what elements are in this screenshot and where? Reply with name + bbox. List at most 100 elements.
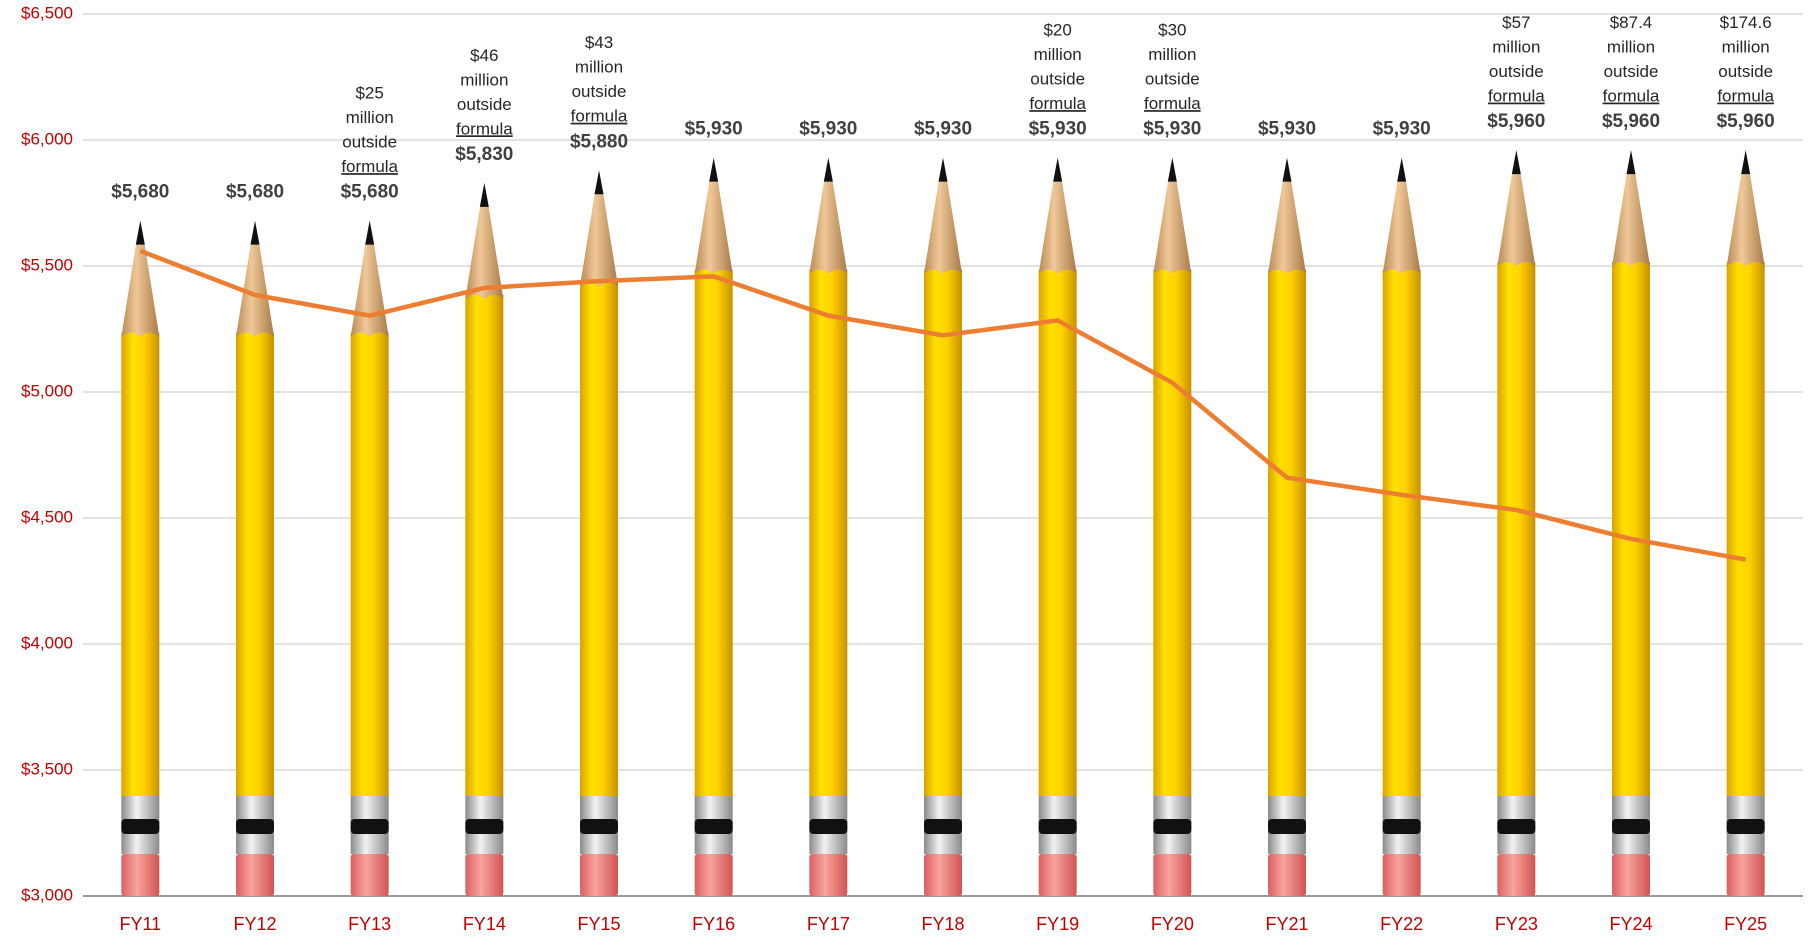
annotation-line: outside — [457, 95, 512, 114]
x-tick-label: FY11 — [119, 914, 161, 934]
x-tick-label: FY14 — [463, 914, 506, 934]
pencil-wood — [236, 242, 274, 337]
pencil-bar — [1268, 157, 1306, 896]
annotation-line: formula — [1717, 87, 1774, 106]
pencil-body — [1382, 269, 1421, 796]
pencil-graphite — [1397, 157, 1407, 182]
x-tick-label: FY15 — [577, 914, 620, 934]
annotation-line: $87.4 — [1610, 13, 1653, 32]
pencil-body — [1268, 269, 1306, 796]
value-label: $5,930 — [799, 119, 857, 140]
y-tick-label: $5,500 — [21, 255, 73, 274]
value-label: $5,680 — [341, 182, 399, 203]
annotation-line: $30 — [1158, 21, 1186, 40]
annotation-line: outside — [1030, 70, 1085, 89]
pencil-band — [1497, 819, 1536, 834]
pencil-bar — [1153, 157, 1192, 896]
annotation-line: million — [1148, 45, 1196, 64]
pencil-bar — [924, 157, 962, 896]
pencil-body — [809, 269, 848, 796]
pencil-band — [1726, 819, 1765, 834]
pencil-eraser — [465, 854, 504, 896]
annotation-line: $174.6 — [1720, 13, 1772, 32]
annotation-line: million — [1492, 38, 1540, 57]
pencil-graphite — [594, 170, 604, 195]
annotation-line: formula — [1488, 87, 1545, 106]
pencil-band — [1612, 819, 1650, 834]
pencil-wood — [694, 179, 733, 274]
pencil-wood — [1268, 179, 1306, 274]
value-label: $5,930 — [1373, 119, 1431, 140]
pencil-wood — [1726, 172, 1765, 267]
y-tick-label: $3,500 — [21, 759, 73, 778]
pencil-wood — [1038, 179, 1077, 274]
x-tick-label: FY17 — [807, 914, 850, 934]
x-tick-label: FY12 — [233, 914, 276, 934]
pencil-graphite — [1741, 150, 1751, 175]
pencil-band — [809, 819, 848, 834]
pencil-wood — [1612, 172, 1650, 267]
pencil-body — [350, 332, 389, 796]
annotation-line: million — [1722, 38, 1770, 57]
pencil-eraser — [1382, 854, 1421, 896]
value-label: $5,930 — [914, 119, 972, 140]
annotation-line: $25 — [355, 84, 383, 103]
pencil-graphite — [250, 220, 260, 245]
annotation-line: formula — [1603, 87, 1660, 106]
pencil-band — [694, 819, 733, 834]
x-tick-label: FY22 — [1380, 914, 1423, 934]
pencil-graphite — [135, 220, 145, 245]
pencil-wood — [809, 179, 848, 274]
value-label: $5,960 — [1487, 111, 1545, 132]
pencil-wood — [350, 242, 389, 337]
pencil-graphite — [1167, 157, 1177, 182]
annotation-line: million — [1607, 38, 1655, 57]
pencil-body — [465, 294, 504, 796]
pencil-band — [1153, 819, 1192, 834]
pencil-wood — [465, 204, 504, 299]
pencil-bar — [694, 157, 733, 896]
pencil-bar — [236, 220, 274, 896]
y-tick-label: $6,500 — [21, 3, 73, 22]
pencil-eraser — [1612, 854, 1650, 896]
pencil-eraser — [694, 854, 733, 896]
pencil-eraser — [580, 854, 618, 896]
annotation-line: outside — [1145, 70, 1200, 89]
annotation-line: million — [460, 70, 508, 89]
x-tick-label: FY18 — [921, 914, 964, 934]
x-tick-label: FY20 — [1151, 914, 1194, 934]
x-tick-label: FY16 — [692, 914, 735, 934]
pencil-wood — [1153, 179, 1192, 274]
pencil-body — [1153, 269, 1192, 796]
pencil-body — [694, 269, 733, 796]
y-tick-label: $5,000 — [21, 381, 73, 400]
value-label: $5,830 — [455, 144, 513, 165]
pencil-body — [236, 332, 274, 796]
pencil-eraser — [924, 854, 962, 896]
annotation-line: million — [1034, 45, 1082, 64]
pencil-graphite — [709, 157, 719, 182]
pencil-graphite — [1282, 157, 1292, 182]
value-label: $5,680 — [226, 182, 284, 203]
pencil-graphite — [365, 220, 375, 245]
pencil-wood — [1382, 179, 1421, 274]
x-tick-label: FY25 — [1724, 914, 1767, 934]
pencil-eraser — [350, 854, 389, 896]
pencil-band — [1038, 819, 1077, 834]
pencil-graphite — [1511, 150, 1521, 175]
pencil-eraser — [121, 854, 160, 896]
pencil-wood — [580, 192, 618, 287]
pencil-band — [580, 819, 618, 834]
pencil-bar — [1382, 157, 1421, 896]
pencil-eraser — [1726, 854, 1765, 896]
y-tick-label: $3,000 — [21, 885, 73, 904]
value-label: $5,930 — [685, 119, 743, 140]
pencil-bar — [1726, 150, 1765, 896]
pencil-graphite — [479, 182, 489, 207]
annotation-line: $43 — [585, 33, 613, 52]
annotation-line: outside — [1489, 62, 1544, 81]
pencil-band — [236, 819, 274, 834]
pencil-bar — [1038, 157, 1077, 896]
y-tick-label: $4,500 — [21, 507, 73, 526]
value-label: $5,960 — [1717, 111, 1775, 132]
